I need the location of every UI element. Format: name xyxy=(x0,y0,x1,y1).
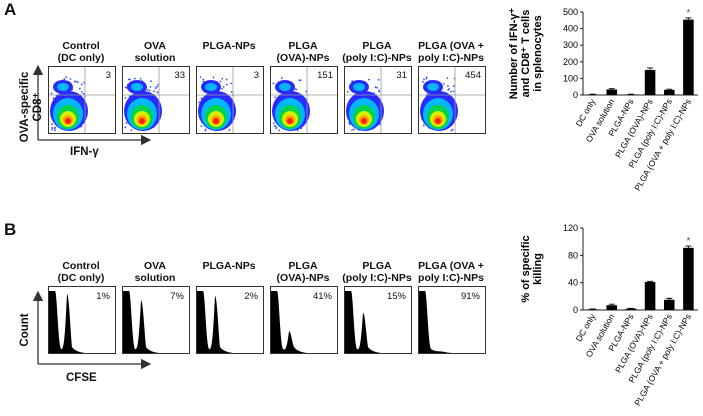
group-label: PLGA (poly I:C)-NPs xyxy=(342,40,412,64)
histogram-curve xyxy=(123,291,159,353)
group-label: Control (DC only) xyxy=(57,260,105,284)
y-tick-label: 100 xyxy=(563,73,578,83)
bar xyxy=(663,89,675,95)
y-tick-label: 80 xyxy=(568,250,578,260)
error-bar xyxy=(608,303,615,306)
y-tick-label: 200 xyxy=(563,57,578,67)
killing-value: 41% xyxy=(312,291,332,302)
cfse-peaks xyxy=(271,291,307,353)
flow-plot: 31 xyxy=(344,66,412,134)
error-bar xyxy=(647,67,654,70)
histogram-curve xyxy=(345,291,381,353)
cfse-peaks xyxy=(123,291,159,353)
histogram-curve xyxy=(419,291,455,353)
error-bar xyxy=(647,280,654,282)
group-label: PLGA (OVA)-NPs xyxy=(276,40,330,64)
density-plot xyxy=(345,67,411,133)
significance-asterisk: * xyxy=(686,236,690,247)
error-bar xyxy=(666,88,673,90)
group-label: PLGA-NPs xyxy=(202,260,256,272)
killing-value: 15% xyxy=(386,291,406,302)
group-label: PLGA (OVA + poly I:C)-NPs xyxy=(418,40,484,64)
density-plot xyxy=(123,67,189,133)
bar xyxy=(644,281,656,310)
cfse-histogram: 91% xyxy=(418,286,486,354)
error-bar xyxy=(685,245,692,248)
bar xyxy=(644,69,656,95)
flow-plot: 151 xyxy=(270,66,338,134)
flow-plot: 454 xyxy=(418,66,486,134)
cfse-histogram: 7% xyxy=(122,286,190,354)
quadrant-value: 33 xyxy=(174,70,185,81)
error-bar xyxy=(685,17,692,20)
cfse-y-label-wrap: Count xyxy=(0,290,50,370)
cfse-histogram: 15% xyxy=(344,286,412,354)
bar xyxy=(587,309,598,310)
panel-a-letter: A xyxy=(4,0,17,19)
y-tick-label: 0 xyxy=(573,90,578,100)
killing-value: 91% xyxy=(460,291,480,302)
quadrant-value: 3 xyxy=(105,70,111,81)
flow-plot: 33 xyxy=(122,66,190,134)
flow-y-label-wrap: OVA-specific CD8⁺ xyxy=(0,66,50,146)
bar xyxy=(663,299,675,310)
killing-value: 2% xyxy=(244,291,258,302)
density-plot xyxy=(197,67,263,133)
bar xyxy=(606,89,618,95)
flow-plot: 3 xyxy=(48,66,116,134)
histogram-curve xyxy=(49,291,85,353)
chart-axes xyxy=(582,228,698,311)
cfse-peaks xyxy=(197,291,233,353)
y-tick-label: 400 xyxy=(563,24,578,34)
group-label: OVA solution xyxy=(134,260,176,284)
density-plot xyxy=(49,67,115,133)
killing-value: 1% xyxy=(96,291,110,302)
quadrant-value: 31 xyxy=(396,70,407,81)
cfse-y-label: Count xyxy=(19,313,31,347)
histogram-curve xyxy=(197,291,233,353)
y-tick-label: 120 xyxy=(563,223,578,233)
cfse-x-label: CFSE xyxy=(66,372,97,384)
group-label: PLGA-NPs xyxy=(202,40,256,52)
cfse-histogram: 41% xyxy=(270,286,338,354)
error-bar xyxy=(608,88,615,90)
y-tick-label: 300 xyxy=(563,40,578,50)
flow-x-label: IFN-γ xyxy=(70,146,99,158)
bar xyxy=(683,19,694,95)
bar xyxy=(625,308,637,310)
density-plot xyxy=(271,67,337,133)
cfse-histogram: 2% xyxy=(196,286,264,354)
y-axis-title: Number of IFN-γ⁺and CD8⁺ T cellsin splen… xyxy=(508,8,544,100)
chart-axes xyxy=(582,12,698,96)
y-tick-label: 0 xyxy=(573,305,578,315)
bar xyxy=(606,305,618,310)
cfse-peaks xyxy=(419,291,455,353)
group-label: PLGA (OVA + poly I:C)-NPs xyxy=(418,260,484,284)
significance-asterisk: * xyxy=(686,8,690,19)
quadrant-value: 3 xyxy=(253,70,259,81)
flow-y-label: OVA-specific CD8⁺ xyxy=(19,71,44,143)
quadrant-value: 151 xyxy=(317,70,333,81)
cfse-peaks xyxy=(49,291,85,353)
cfse-peaks xyxy=(345,291,381,353)
bar xyxy=(683,247,694,310)
error-bar xyxy=(666,297,673,300)
panel-b-letter: B xyxy=(4,220,17,239)
y-tick-label: 40 xyxy=(568,278,578,288)
y-tick-label: 500 xyxy=(563,7,578,17)
quadrant-value: 454 xyxy=(465,70,481,81)
killing-value: 7% xyxy=(170,291,184,302)
histogram-curve xyxy=(271,291,307,353)
flow-plot: 3 xyxy=(196,66,264,134)
density-plot xyxy=(419,67,485,133)
group-label: PLGA (OVA)-NPs xyxy=(276,260,330,284)
y-axis-title: % of specifickilling xyxy=(520,235,544,302)
group-label: PLGA (poly I:C)-NPs xyxy=(342,260,412,284)
cfse-histogram: 1% xyxy=(48,286,116,354)
group-label: OVA solution xyxy=(134,40,176,64)
group-label: Control (DC only) xyxy=(57,40,105,64)
